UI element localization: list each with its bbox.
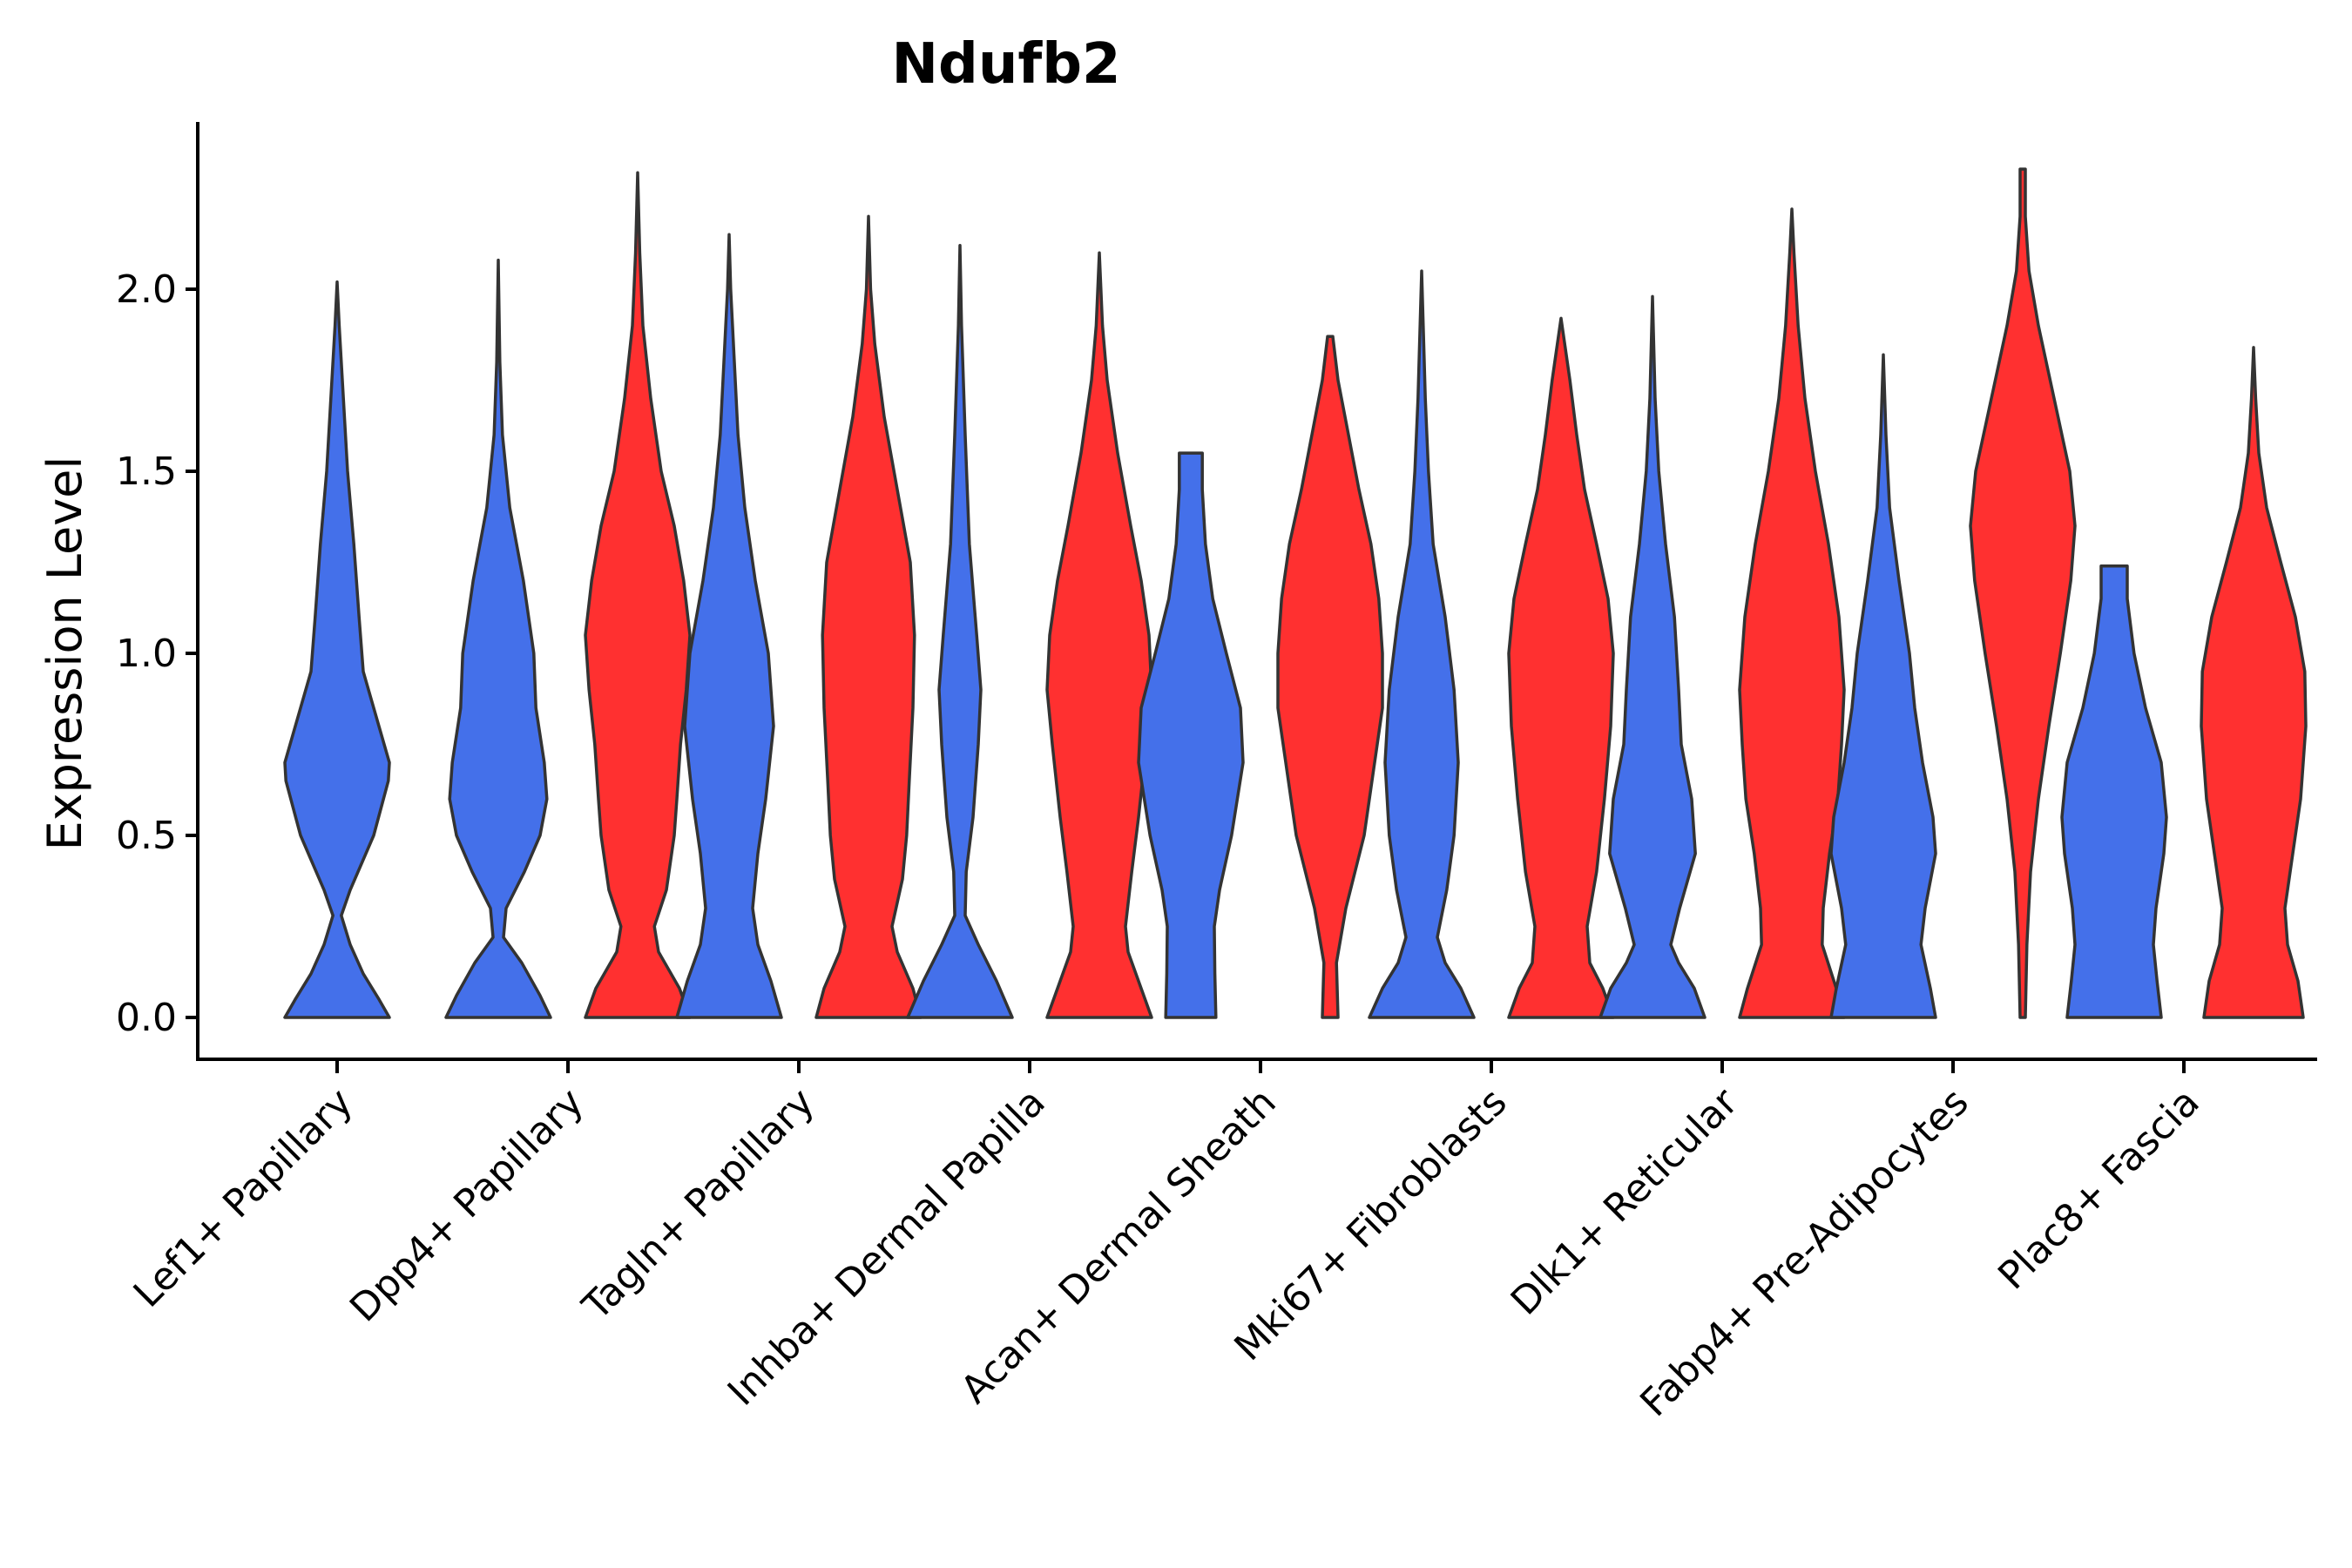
x-tick-label-6: Dlk1+ Reticular	[1503, 1079, 1747, 1324]
y-tick-label-0: 0.0	[116, 996, 177, 1040]
y-ticks: 0.0 0.5 1.0 1.5 2.0	[116, 267, 198, 1040]
violin-5-a	[1137, 451, 1245, 1019]
violin-2-a	[444, 258, 552, 1019]
violin-9-b	[2200, 346, 2308, 1019]
violin-8-b	[1969, 167, 2077, 1019]
violin-6-b	[1507, 316, 1615, 1019]
x-tick-label-8: Plac8+ Fascia	[1990, 1080, 2208, 1299]
y-tick-label-4: 2.0	[116, 267, 177, 312]
y-axis-label: Expression Level	[37, 456, 92, 851]
violin-5-b	[1276, 335, 1384, 1019]
y-tick-label-1: 0.5	[116, 814, 177, 858]
violin-4-b	[1045, 251, 1153, 1019]
violin-4-a	[906, 244, 1014, 1019]
violins-layer	[283, 167, 2308, 1019]
x-tick-label-2: Tagln+ Papillary	[574, 1080, 823, 1329]
violin-2-b	[584, 171, 692, 1019]
y-tick-label-3: 1.5	[116, 449, 177, 494]
chart-title: Ndufb2	[891, 32, 1120, 97]
violin-3-b	[814, 214, 923, 1019]
violin-7-a	[1598, 294, 1707, 1019]
violin-8-a	[1829, 353, 1937, 1019]
violin-6-a	[1368, 269, 1476, 1019]
x-tick-label-1: Dpp4+ Papillary	[341, 1080, 592, 1331]
violin-1-a	[283, 280, 391, 1019]
y-tick-label-2: 1.0	[116, 632, 177, 676]
violin-7-b	[1738, 207, 1846, 1019]
violin-3-a	[675, 233, 783, 1019]
axes-layer	[196, 122, 2317, 1061]
violin-9-a	[2060, 564, 2168, 1019]
x-tick-label-0: Lef1+ Papillary	[125, 1080, 362, 1316]
